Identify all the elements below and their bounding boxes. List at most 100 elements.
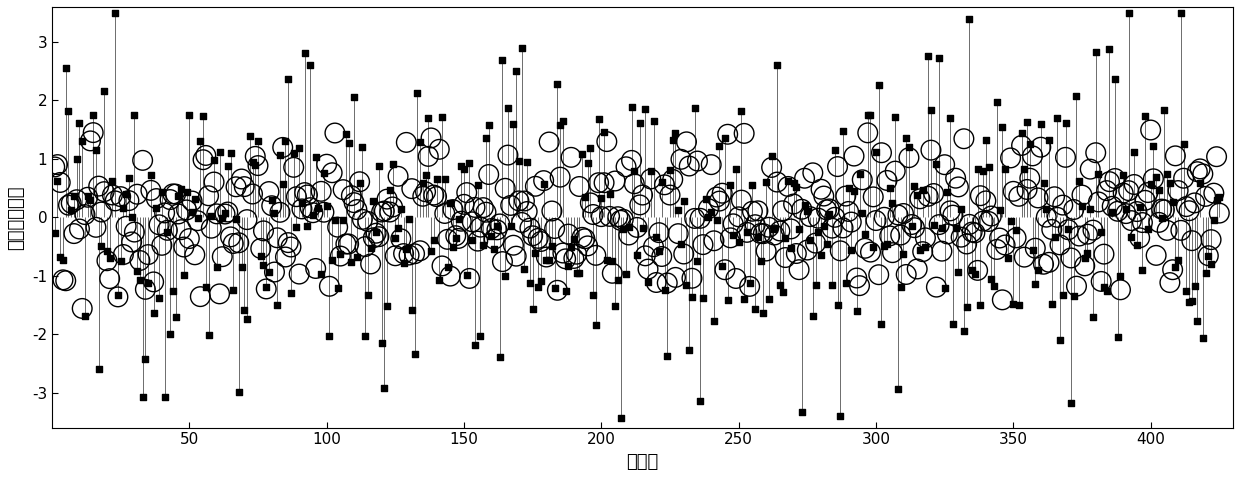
Point bbox=[813, 192, 833, 200]
Point bbox=[124, 228, 144, 236]
Point bbox=[377, 302, 397, 310]
Point bbox=[967, 267, 987, 274]
Point bbox=[1075, 262, 1095, 270]
Point bbox=[476, 134, 496, 141]
Point bbox=[806, 281, 826, 288]
Point bbox=[399, 251, 419, 259]
Point bbox=[97, 247, 117, 254]
Point bbox=[702, 161, 722, 168]
Point bbox=[226, 215, 246, 223]
Point bbox=[289, 270, 309, 278]
Point bbox=[424, 191, 444, 199]
Point bbox=[632, 191, 652, 199]
Point bbox=[926, 283, 946, 291]
Point bbox=[1001, 217, 1021, 225]
Point bbox=[1179, 207, 1199, 215]
Point bbox=[1182, 237, 1202, 245]
Point bbox=[523, 232, 543, 239]
Point bbox=[715, 266, 735, 273]
Point bbox=[869, 81, 889, 88]
Point bbox=[386, 252, 405, 260]
Point bbox=[1121, 217, 1141, 225]
Point bbox=[663, 175, 683, 183]
Point bbox=[72, 137, 92, 145]
Point bbox=[243, 190, 263, 198]
Point bbox=[435, 175, 455, 183]
Point bbox=[162, 287, 182, 295]
Point bbox=[506, 252, 526, 260]
Point bbox=[207, 210, 227, 217]
Point bbox=[1080, 165, 1100, 173]
Point bbox=[76, 312, 95, 320]
Point bbox=[533, 180, 553, 188]
Point bbox=[1042, 226, 1061, 233]
Point bbox=[919, 193, 939, 200]
Point bbox=[537, 256, 557, 263]
Point bbox=[533, 177, 553, 185]
Point bbox=[737, 228, 756, 236]
Point bbox=[94, 87, 114, 94]
Point bbox=[712, 189, 732, 197]
Point bbox=[508, 197, 528, 205]
Point bbox=[981, 212, 1001, 220]
Point bbox=[212, 214, 232, 222]
Point bbox=[1100, 178, 1120, 185]
Point bbox=[732, 196, 751, 204]
Point bbox=[825, 214, 844, 221]
Point bbox=[232, 175, 252, 183]
Point bbox=[800, 236, 820, 244]
Point bbox=[259, 269, 279, 276]
Point bbox=[492, 258, 512, 265]
Point bbox=[157, 228, 177, 236]
Point bbox=[649, 229, 668, 237]
Point bbox=[166, 190, 186, 198]
Point bbox=[268, 302, 288, 309]
Point bbox=[275, 137, 295, 144]
Point bbox=[198, 192, 218, 200]
Point bbox=[239, 132, 259, 140]
Point bbox=[866, 148, 885, 155]
Point bbox=[608, 276, 627, 284]
Point bbox=[487, 222, 507, 230]
Point bbox=[325, 129, 345, 137]
Point bbox=[781, 244, 801, 251]
Point bbox=[460, 159, 480, 166]
Point bbox=[1097, 288, 1117, 295]
Point bbox=[363, 197, 383, 205]
Point bbox=[135, 355, 155, 362]
Point bbox=[621, 157, 641, 164]
Point bbox=[92, 208, 112, 216]
Point bbox=[996, 241, 1016, 249]
Point bbox=[467, 237, 487, 245]
Point bbox=[1091, 278, 1111, 285]
Point bbox=[880, 185, 900, 192]
Point bbox=[792, 408, 812, 415]
Point bbox=[187, 214, 207, 222]
Point bbox=[1177, 203, 1197, 210]
Point bbox=[56, 64, 76, 72]
Point bbox=[754, 230, 774, 238]
Point bbox=[847, 274, 867, 282]
Point bbox=[361, 244, 381, 252]
Point bbox=[718, 130, 738, 138]
Point bbox=[72, 304, 92, 312]
Point bbox=[286, 193, 306, 200]
Point bbox=[418, 114, 438, 122]
Point bbox=[885, 167, 905, 175]
Point bbox=[880, 232, 900, 240]
Point bbox=[316, 202, 336, 209]
Point bbox=[495, 185, 515, 192]
Point bbox=[141, 171, 161, 179]
Point bbox=[1163, 199, 1183, 206]
Point bbox=[53, 276, 73, 283]
Point bbox=[1100, 45, 1120, 53]
Point bbox=[698, 205, 718, 213]
Point bbox=[268, 234, 288, 241]
Point bbox=[696, 196, 715, 203]
Point bbox=[512, 218, 532, 226]
Point bbox=[849, 282, 869, 290]
Point bbox=[470, 332, 490, 340]
Point bbox=[427, 193, 446, 200]
Point bbox=[976, 136, 996, 143]
Point bbox=[775, 234, 795, 241]
